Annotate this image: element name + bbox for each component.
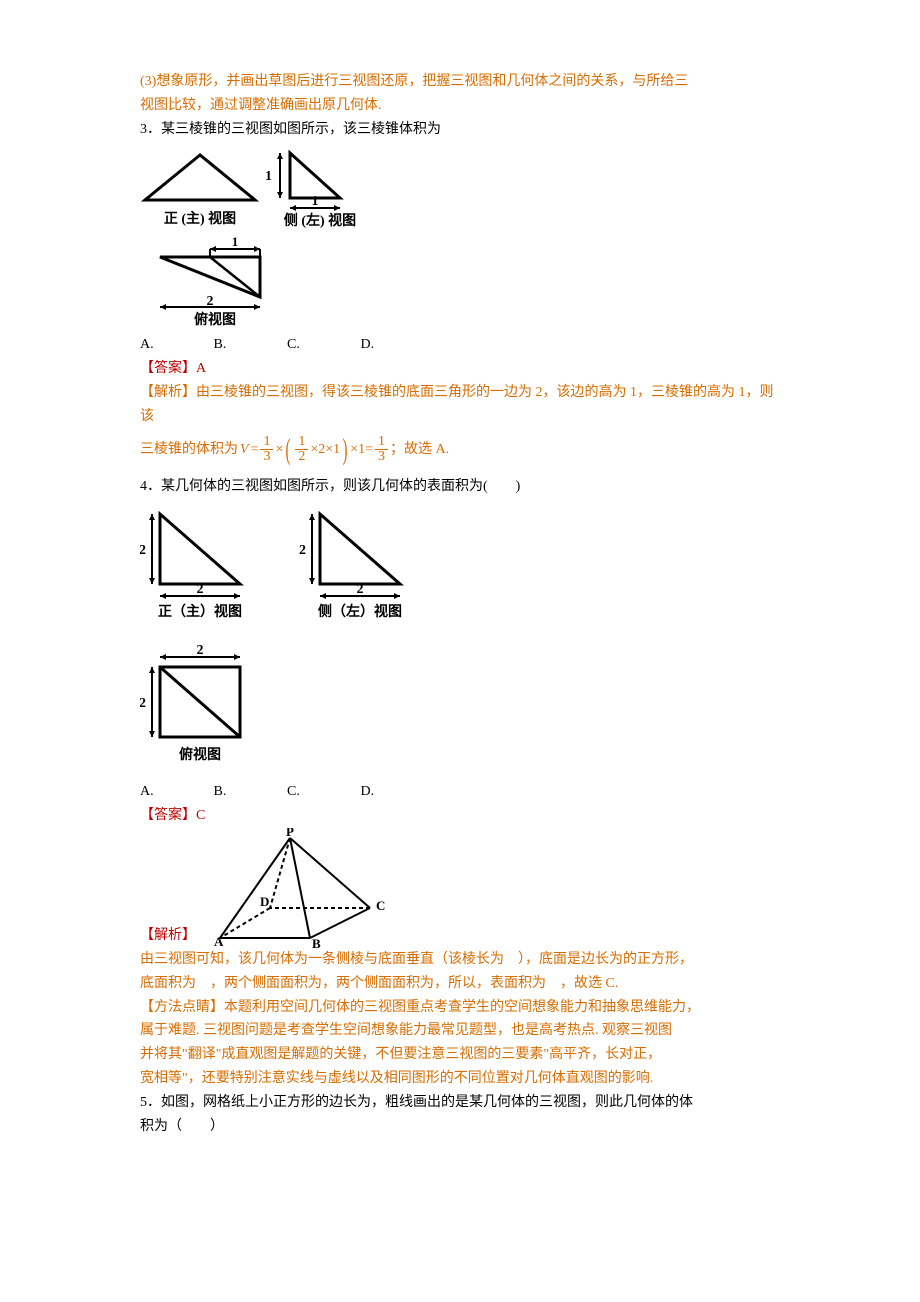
frac-den: 2 bbox=[295, 450, 308, 464]
svg-text:侧（左）视图: 侧（左）视图 bbox=[318, 603, 402, 620]
q3-stem: 3．某三棱锥的三视图如图所示，该三棱锥体积为 bbox=[140, 118, 780, 142]
svg-text:1: 1 bbox=[232, 234, 239, 249]
svg-text:俯视图: 俯视图 bbox=[194, 311, 236, 327]
q3-answer: 【答案】A bbox=[140, 361, 206, 376]
q3-optC: C. bbox=[287, 333, 357, 357]
q4-optC: C. bbox=[287, 780, 357, 804]
frac-num: 1 bbox=[375, 435, 388, 450]
svg-text:侧 (左) 视图: 侧 (左) 视图 bbox=[284, 212, 356, 229]
q3-options: A. B. C. D. bbox=[140, 333, 780, 357]
svg-text:D: D bbox=[260, 894, 269, 909]
q4-m4: 宽相等"，还要特别注意实线与虚线以及相同图形的不同位置对几何体直观图的影响. bbox=[140, 1071, 653, 1086]
q5-stem2: 积为（ ） bbox=[140, 1115, 780, 1139]
svg-text:A: A bbox=[214, 934, 224, 948]
svg-text:C: C bbox=[376, 898, 385, 913]
frac-den: 3 bbox=[375, 450, 388, 464]
svg-text:2: 2 bbox=[140, 696, 146, 711]
q4-m2: 属于难题. 三视图问题是考查学生空间想象能力最常见题型，也是高考热点. 观察三视… bbox=[140, 1023, 672, 1038]
svg-text:正（主）视图: 正（主）视图 bbox=[158, 603, 242, 620]
q4-options: A. B. C. D. bbox=[140, 780, 780, 804]
svg-text:B: B bbox=[312, 936, 321, 948]
q3-sol2a: 三棱锥的体积为 bbox=[140, 438, 238, 462]
svg-text:2: 2 bbox=[197, 643, 204, 658]
q3-formula: 三棱锥的体积为 V= 13 × ( 12 ×2×1 ) ×1= 13 ；故选 A… bbox=[140, 435, 780, 465]
q4-answer: 【答案】C bbox=[140, 808, 205, 823]
svg-text:2: 2 bbox=[357, 582, 364, 597]
svg-text:1: 1 bbox=[265, 169, 272, 184]
sec3-line1: (3)想象原形，并画出草图后进行三视图还原，把握三视图和几何体之间的关系，与所给… bbox=[140, 74, 688, 89]
q4-sol1: 由三视图可知，该几何体为一条侧棱与底面垂直（该棱长为 ），底面是边长为的正方形， bbox=[140, 952, 693, 967]
q4-m3: 并将其"翻译"成直观图是解题的关键，不但要注意三视图的三要素"高平齐，长对正， bbox=[140, 1047, 661, 1062]
q4-views: 2 2 正（主）视图 2 2 侧（左）视图 bbox=[140, 504, 780, 774]
svg-text:2: 2 bbox=[207, 294, 214, 309]
q4-sol-label: 【解析】 bbox=[140, 924, 196, 948]
q4-m1: 【方法点睛】本题利用空间几何体的三视图重点考查学生的空间想象能力和抽象思维能力， bbox=[140, 1000, 700, 1015]
q4-stem: 4．某几何体的三视图如图所示，则该几何体的表面积为( ) bbox=[140, 475, 780, 499]
q3-sol1: 【解析】由三棱锥的三视图，得该三棱锥的底面三角形的一边为 2，该边的高为 1，三… bbox=[140, 385, 774, 424]
svg-text:正 (主) 视图: 正 (主) 视图 bbox=[164, 210, 236, 227]
svg-text:1: 1 bbox=[312, 194, 319, 209]
q3-sol2b: ；故选 A. bbox=[390, 438, 449, 462]
frac-num: 1 bbox=[260, 435, 273, 450]
q3-views: 正 (主) 视图 1 1 侧 (左) 视图 bbox=[140, 147, 780, 327]
svg-text:俯视图: 俯视图 bbox=[179, 746, 221, 763]
q4-pyramid: P A B C D bbox=[200, 828, 390, 948]
sec3-line2: 视图比较，通过调整准确画出原几何体. bbox=[140, 98, 382, 113]
svg-text:P: P bbox=[286, 828, 294, 839]
q3-optD: D. bbox=[361, 333, 431, 357]
svg-text:2: 2 bbox=[299, 543, 306, 558]
q4-sol2: 底面积为 ，两个侧面面积为，两个侧面面积为，所以，表面积为 ，故选 C. bbox=[140, 976, 618, 991]
q4-optD: D. bbox=[361, 780, 431, 804]
svg-text:2: 2 bbox=[140, 543, 146, 558]
svg-text:2: 2 bbox=[197, 582, 204, 597]
q4-optA: A. bbox=[140, 780, 210, 804]
frac-den: 3 bbox=[260, 450, 273, 464]
q5-stem1: 5．如图，网格纸上小正方形的边长为，粗线画出的是某几何体的三视图，则此几何体的体 bbox=[140, 1091, 780, 1115]
q3-optB: B. bbox=[214, 333, 284, 357]
q3-optA: A. bbox=[140, 333, 210, 357]
frac-num: 1 bbox=[295, 435, 308, 450]
q4-optB: B. bbox=[214, 780, 284, 804]
